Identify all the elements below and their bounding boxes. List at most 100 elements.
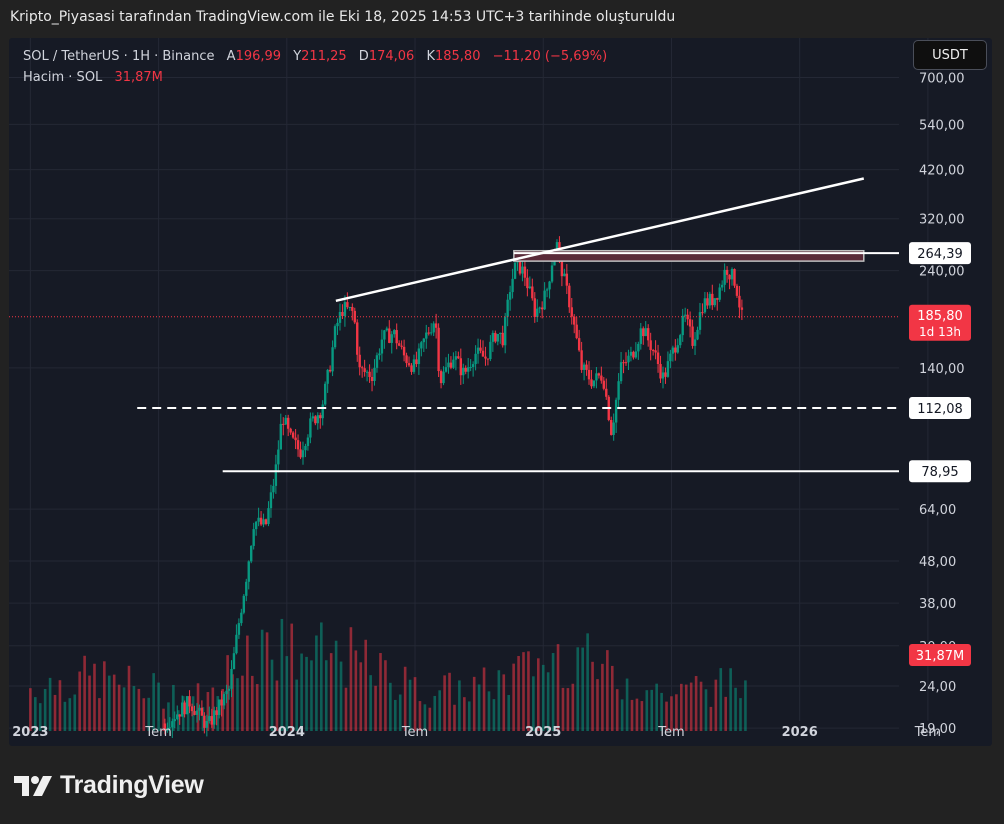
candle-up (528, 286, 532, 289)
candle-up (637, 343, 640, 352)
candle-up (309, 418, 312, 438)
candle-up (614, 399, 618, 423)
volume-bar-up (315, 635, 318, 731)
volume-bar-up (369, 675, 372, 731)
volume-bar-down (344, 687, 348, 731)
candle-up (338, 311, 342, 323)
candle-up (730, 269, 734, 280)
volume-bar-down (250, 675, 254, 731)
candle-down (602, 380, 606, 389)
candle-up (168, 727, 172, 729)
volume-bar-down (53, 694, 57, 731)
candle-up (713, 298, 716, 306)
volume-bar-down (162, 708, 165, 731)
y-axis-tick-label: 420,00 (919, 164, 965, 179)
volume-bar-up (285, 656, 289, 731)
volume-bar-down (606, 650, 609, 731)
tradingview-logo[interactable]: TradingView (14, 771, 204, 800)
candle-down (434, 323, 438, 328)
volume-bar-down (354, 650, 358, 731)
candle-up (277, 449, 280, 465)
candle-up (232, 653, 236, 669)
volume-bar-down (670, 696, 673, 731)
volume-bar-down (699, 681, 703, 731)
candle-up (469, 367, 472, 369)
candle-down (370, 376, 374, 381)
currency-button[interactable]: USDT (913, 40, 987, 70)
current-price-label: 185,80 (917, 309, 963, 324)
candle-down (294, 437, 297, 441)
volume-bar-up (650, 689, 654, 731)
candle-down (659, 364, 662, 379)
candle-down (286, 417, 290, 429)
candle-down (654, 350, 657, 353)
candle-up (323, 383, 327, 405)
candle-up (696, 329, 699, 340)
volume-bar-down (571, 683, 575, 731)
legend-symbol[interactable]: SOL / TetherUS · 1H · Binance (23, 49, 215, 64)
candle-up (185, 696, 189, 715)
y-axis-tick-label: 38,00 (919, 597, 956, 612)
volume-bar-up (734, 687, 737, 731)
x-axis-tick-label: Tem (401, 725, 428, 740)
candle-up (267, 508, 270, 524)
volume-bar-up (704, 689, 708, 731)
candle-up (508, 292, 512, 300)
candle-up (511, 278, 514, 293)
candle-up (708, 293, 712, 306)
volume-axis-label: 31,87M (916, 649, 964, 664)
candle-down (523, 266, 527, 278)
candle-down (215, 710, 218, 715)
volume-bar-down (591, 661, 594, 731)
candle-up (595, 373, 598, 381)
candle-up (629, 351, 633, 356)
candle-up (619, 362, 623, 382)
candle-up (166, 728, 169, 731)
candle-up (506, 299, 509, 317)
candle-down (573, 316, 576, 325)
candle-up (225, 690, 228, 695)
volume-bar-down (137, 688, 141, 731)
candle-down (319, 415, 322, 419)
candle-up (513, 262, 517, 279)
candle-down (568, 285, 571, 308)
volume-bar-down (93, 663, 96, 731)
volume-bar-up (177, 710, 180, 731)
candle-up (375, 355, 379, 368)
candle-down (351, 307, 354, 311)
volume-bar-up (541, 664, 545, 731)
candle-up (432, 323, 435, 333)
candle-down (291, 432, 295, 438)
candle-up (634, 351, 638, 358)
volume-bar-up (546, 672, 550, 731)
volume-bar-up (586, 633, 589, 731)
candle-up (217, 699, 221, 715)
volume-bar-up (107, 675, 111, 731)
volume-bar-down (714, 679, 718, 731)
candle-up (627, 355, 630, 363)
candle-up (536, 308, 539, 317)
volume-bar-down (88, 675, 91, 731)
candle-down (388, 328, 391, 343)
candle-down (314, 416, 317, 424)
candle-down (356, 322, 359, 355)
chart-canvas[interactable]: 700,00 540,00 420,00 320,00 240,00 140,00 64,0… (9, 38, 992, 746)
volume-bar-up (487, 691, 491, 731)
volume-bar-down (596, 679, 599, 731)
volume-bar-up (305, 656, 308, 731)
candle-down (531, 286, 534, 299)
candle-down (728, 274, 731, 280)
legend-open-key: A (226, 49, 236, 64)
volume-bar-up (655, 683, 658, 731)
legend-low-key: D (358, 49, 369, 64)
candle-up (617, 381, 620, 400)
volume-bar-up (532, 676, 535, 731)
candle-down (533, 298, 536, 317)
level-price-label-bg (909, 460, 971, 483)
legend-volume-label[interactable]: Hacim · SOL (23, 70, 103, 85)
level-price-label: 112,08 (917, 402, 963, 417)
candle-down (738, 295, 741, 308)
candle-up (390, 334, 393, 343)
chart-panel[interactable]: 700,00 540,00 420,00 320,00 240,00 140,00 64,0… (9, 38, 992, 746)
volume-bar-up (729, 668, 732, 731)
